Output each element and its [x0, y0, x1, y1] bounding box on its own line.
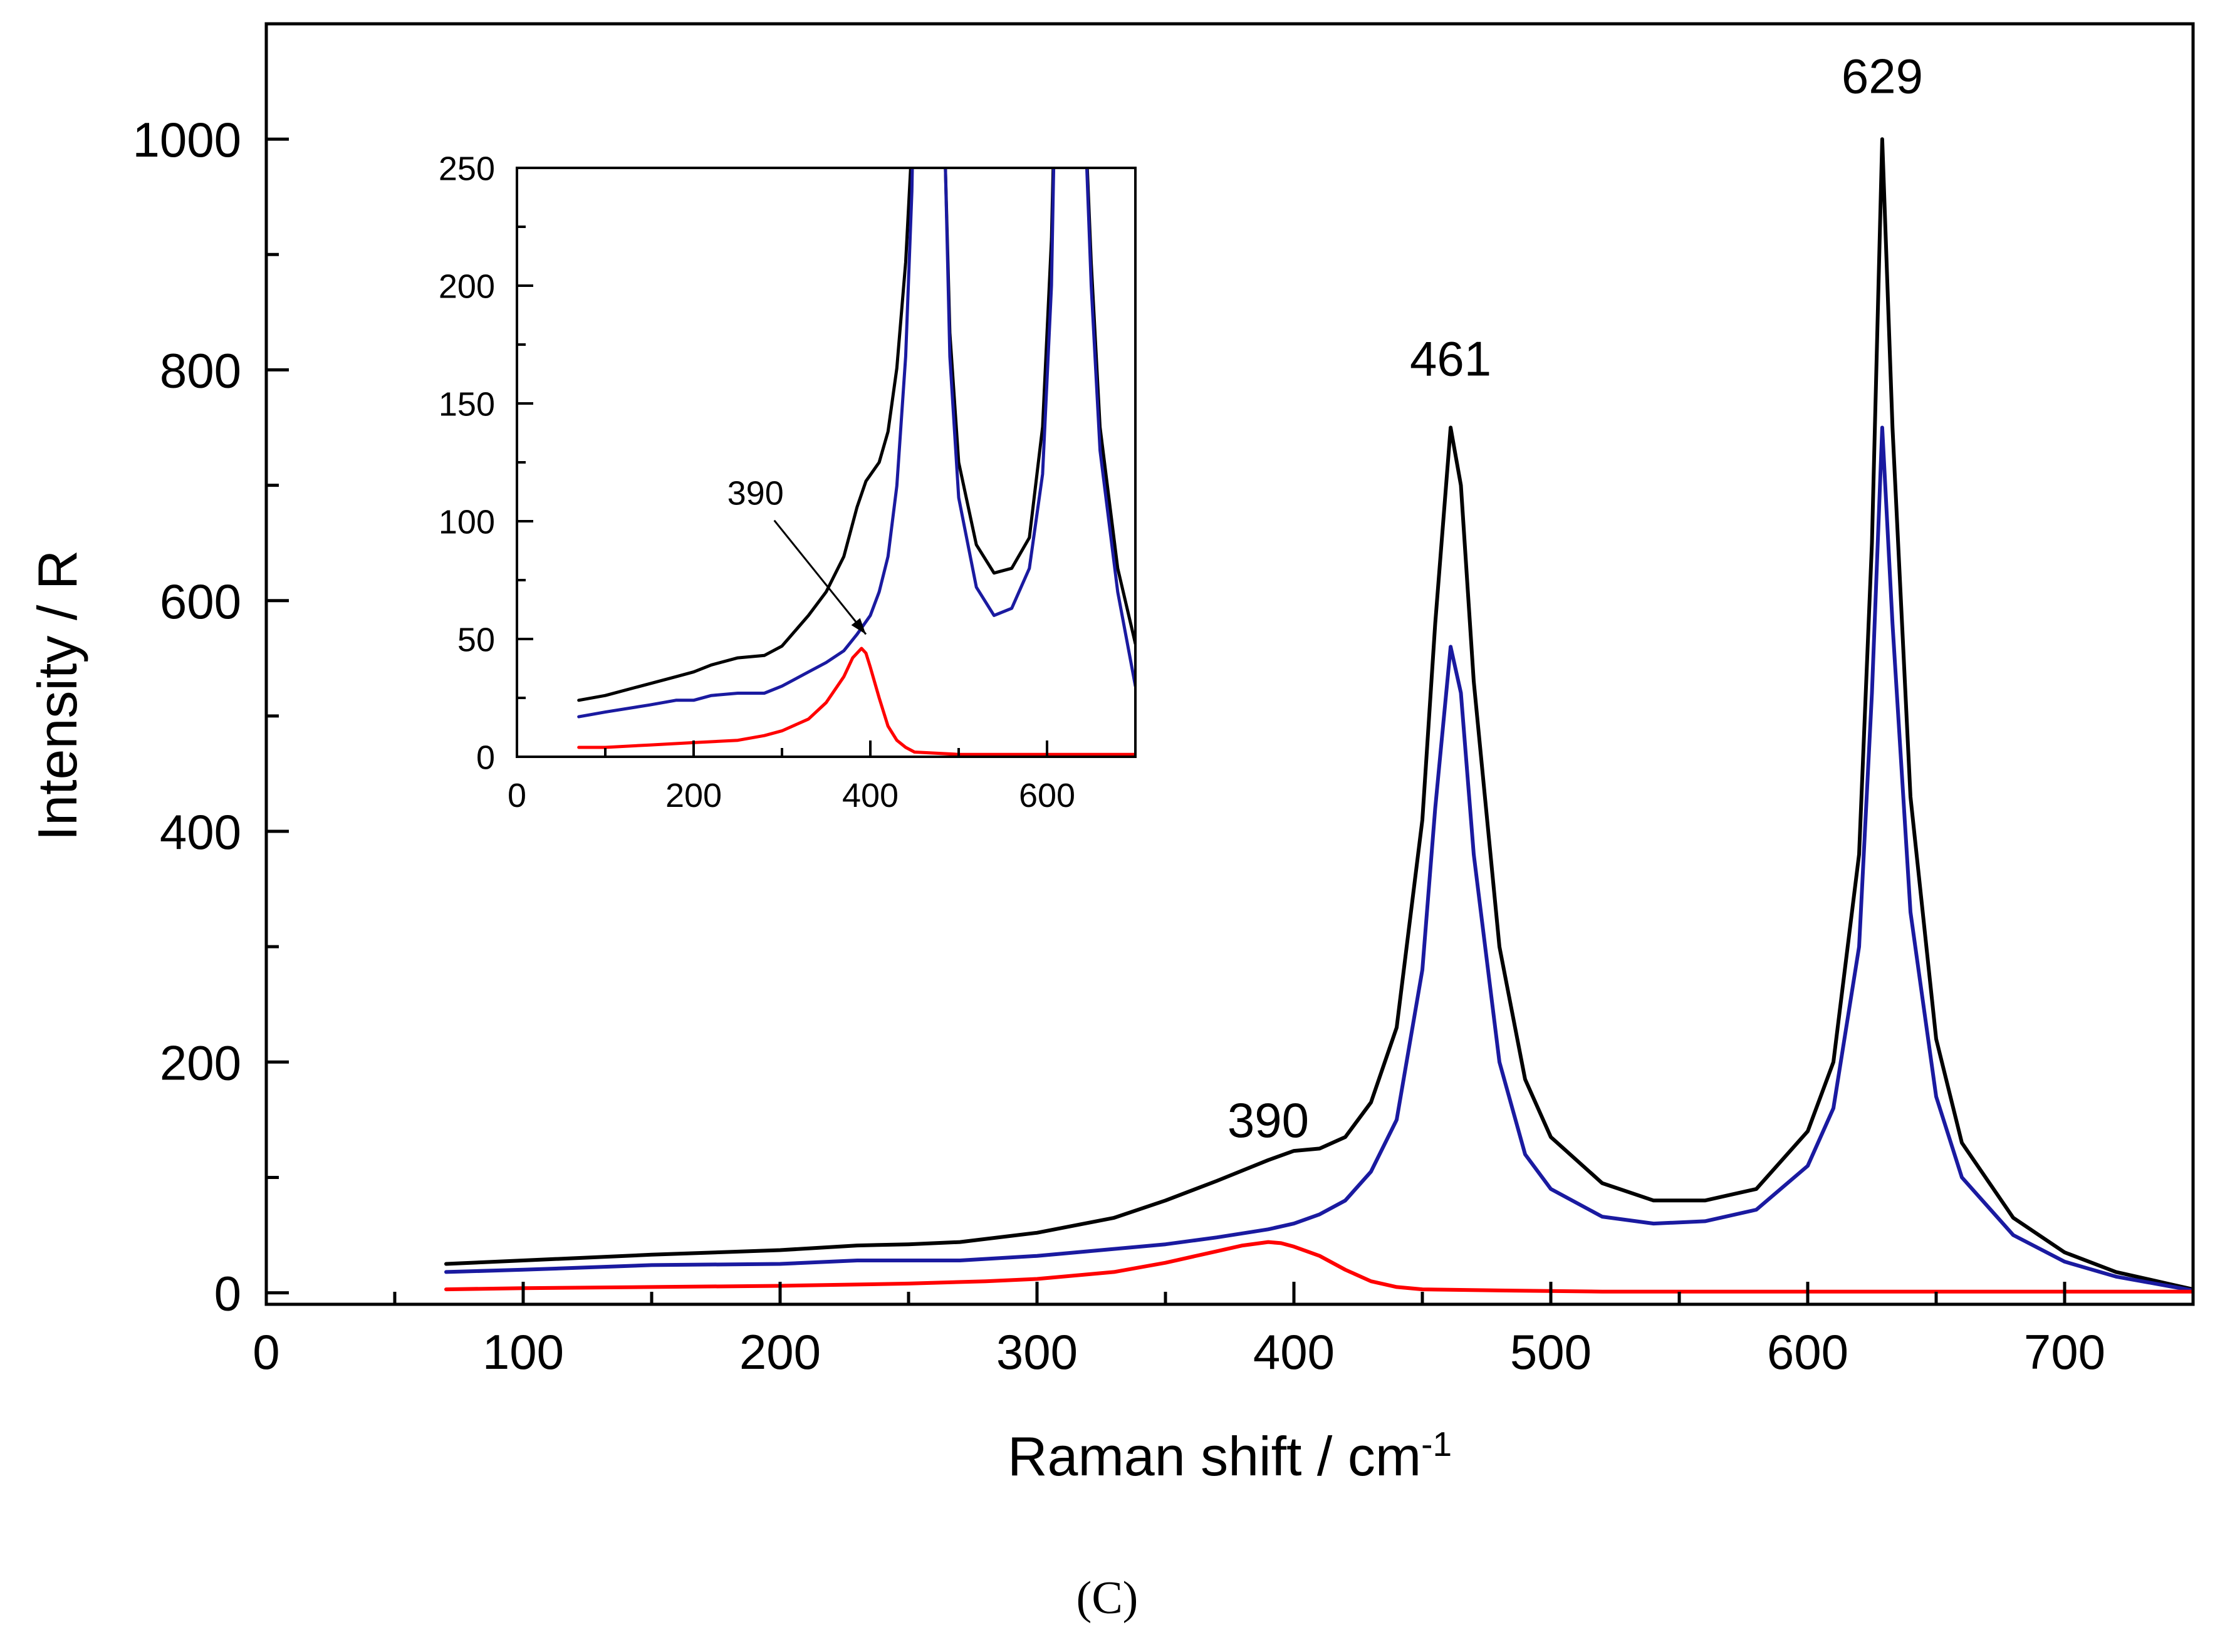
inset-y-tick-label: 250 — [439, 150, 495, 187]
main-peak-annotation: 461 — [1410, 331, 1491, 387]
inset-y-tick-label: 150 — [439, 385, 495, 423]
inset-y-tick-label: 100 — [439, 503, 495, 541]
main-y-axis-title: Intensity / R — [26, 550, 88, 841]
inset-x-tick-label: 400 — [842, 777, 899, 814]
inset-series-group — [577, 168, 1135, 756]
main-x-tick-label: 0 — [253, 1324, 279, 1379]
main-y-tick-label: 200 — [160, 1035, 241, 1090]
main-ticks — [264, 22, 2195, 1304]
x-axis-title-superscript: -1 — [1421, 1425, 1452, 1463]
main-x-tick-label: 100 — [482, 1324, 564, 1379]
main-y-tick-label: 0 — [214, 1266, 241, 1321]
main-x-tick-label: 200 — [739, 1324, 821, 1379]
panel-label: (C) — [1076, 1572, 1139, 1624]
inset-series-blue — [577, 168, 1135, 719]
inset-plot: 0 200 400 600 0 50 100 150 200 250 390 — [439, 150, 1137, 814]
main-x-tick-label: 600 — [1767, 1324, 1848, 1379]
main-peak-annotation: 390 — [1227, 1093, 1309, 1148]
main-y-tick-label: 600 — [160, 574, 241, 629]
inset-y-tick-label: 0 — [476, 739, 495, 776]
main-x-tick-label: 400 — [1253, 1324, 1335, 1379]
inset-y-tick-label: 50 — [457, 621, 495, 658]
main-x-tick-label: 700 — [2024, 1324, 2105, 1379]
main-plot-frame — [264, 22, 2195, 1306]
main-series-black — [444, 137, 2193, 1292]
main-x-tick-label: 500 — [1510, 1324, 1592, 1379]
inset-y-tick-label: 200 — [439, 268, 495, 305]
inset-annotation-arrow-head — [851, 618, 866, 635]
main-x-axis-title: Raman shift / cm-1 — [1008, 1425, 1452, 1487]
inset-x-tick-label: 200 — [665, 777, 722, 814]
main-series-red — [444, 1240, 2193, 1294]
main-y-tick-label: 400 — [160, 804, 241, 860]
main-y-tick-label: 1000 — [132, 112, 241, 167]
main-series-group — [444, 137, 2193, 1294]
main-peak-annotation: 629 — [1842, 48, 1923, 103]
x-axis-title-text: Raman shift / cm — [1008, 1425, 1421, 1487]
inset-peak-annotation: 390 — [727, 475, 784, 512]
inset-x-tick-label: 0 — [508, 777, 526, 814]
main-x-tick-label: 300 — [996, 1324, 1078, 1379]
inset-ticks — [516, 167, 1137, 758]
inset-x-tick-label: 600 — [1019, 777, 1075, 814]
inset-series-red — [577, 647, 1135, 756]
inset-plot-background — [517, 168, 1135, 757]
main-series-blue — [444, 425, 2193, 1292]
main-y-tick-label: 800 — [160, 343, 241, 398]
inset-annotation-arrow-line — [773, 519, 867, 635]
